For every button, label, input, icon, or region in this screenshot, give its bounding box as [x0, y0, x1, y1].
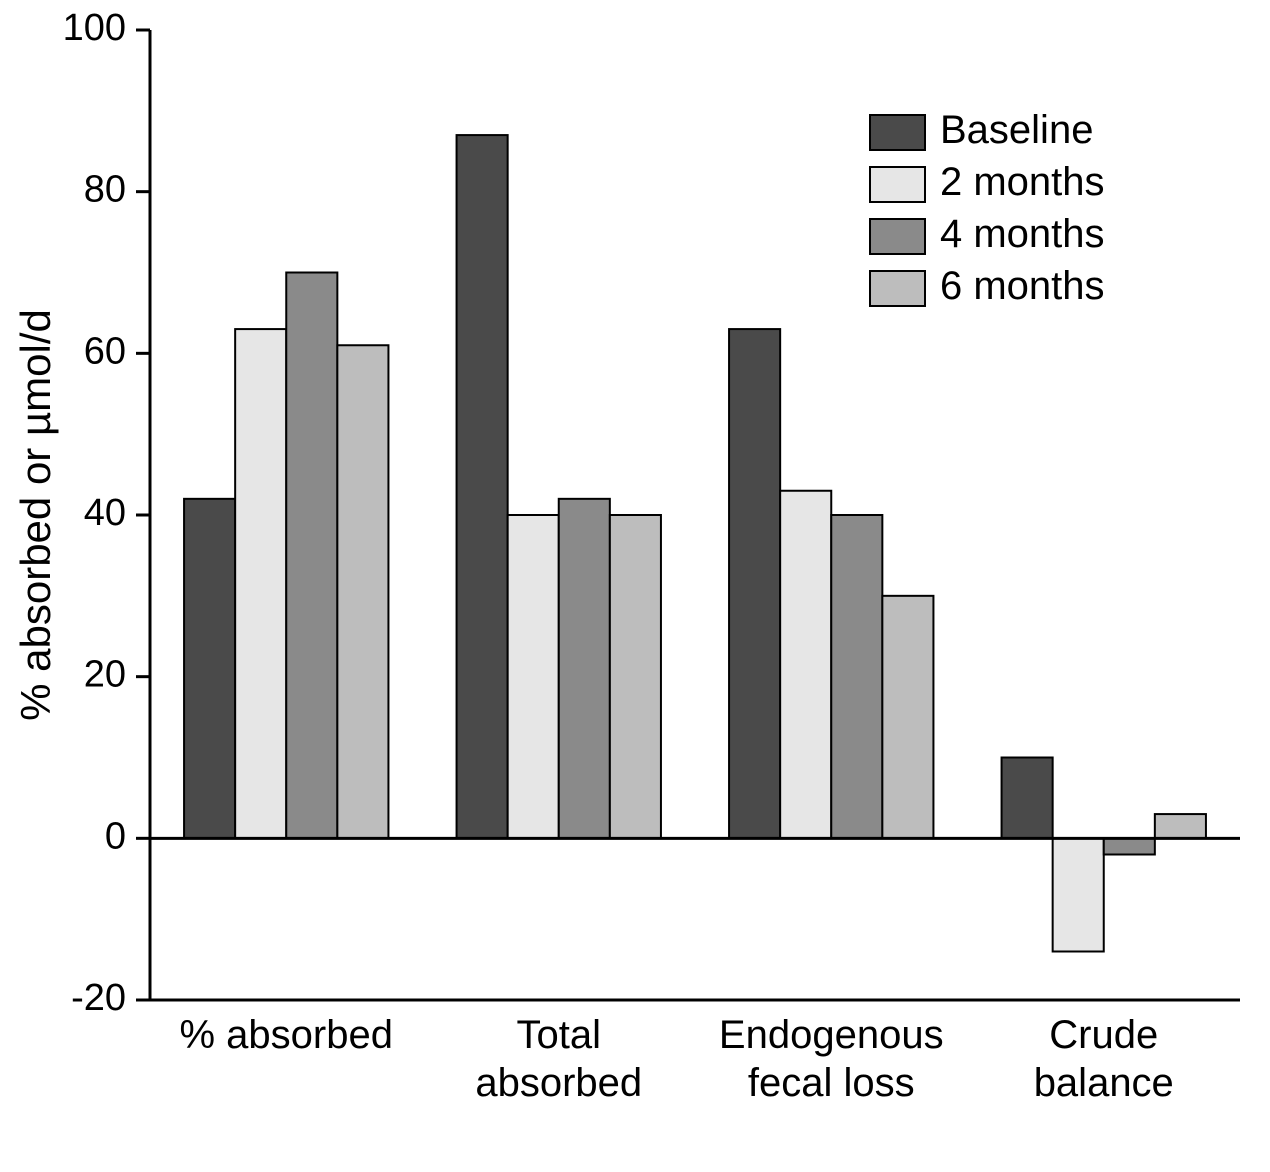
legend-label: 2 months — [940, 160, 1105, 204]
bar — [457, 135, 508, 838]
legend-label: 6 months — [940, 264, 1105, 308]
y-axis-label: % absorbed or µmol/d — [12, 309, 59, 721]
bar — [184, 499, 235, 839]
bar — [1053, 838, 1104, 951]
category-label: Crude — [1049, 1013, 1158, 1057]
bar — [780, 491, 831, 839]
legend-swatch — [870, 219, 925, 254]
bar — [831, 515, 882, 838]
bar-chart: -20 0 20 40 60 80 100 % absorbed Totalabsorbed En… — [0, 0, 1270, 1172]
bar — [235, 329, 286, 838]
bar — [1002, 758, 1053, 839]
category-label: % absorbed — [180, 1013, 393, 1057]
y-tick-label: 60 — [84, 330, 126, 372]
category-label: absorbed — [475, 1061, 642, 1105]
legend-swatch — [870, 115, 925, 150]
category-label: balance — [1034, 1061, 1174, 1105]
bar — [1104, 838, 1155, 854]
y-tick-label: 20 — [84, 654, 126, 696]
legend-label: Baseline — [940, 108, 1093, 152]
y-tick-label: 100 — [63, 7, 126, 49]
bar — [1155, 814, 1206, 838]
category-label: Total — [517, 1013, 602, 1057]
legend-label: 4 months — [940, 212, 1105, 256]
bar — [559, 499, 610, 839]
legend-swatch — [870, 167, 925, 202]
bar — [610, 515, 661, 838]
bar — [882, 596, 933, 839]
bar — [729, 329, 780, 838]
category-label: Endogenous — [719, 1013, 944, 1057]
y-tick-label: 80 — [84, 169, 126, 211]
y-tick-label: 40 — [84, 492, 126, 534]
legend-swatch — [870, 271, 925, 306]
y-tick-label: -20 — [71, 977, 126, 1019]
bar — [337, 345, 388, 838]
bar — [286, 273, 337, 839]
category-label: fecal loss — [748, 1061, 915, 1105]
y-tick-label: 0 — [105, 815, 126, 857]
bar — [508, 515, 559, 838]
